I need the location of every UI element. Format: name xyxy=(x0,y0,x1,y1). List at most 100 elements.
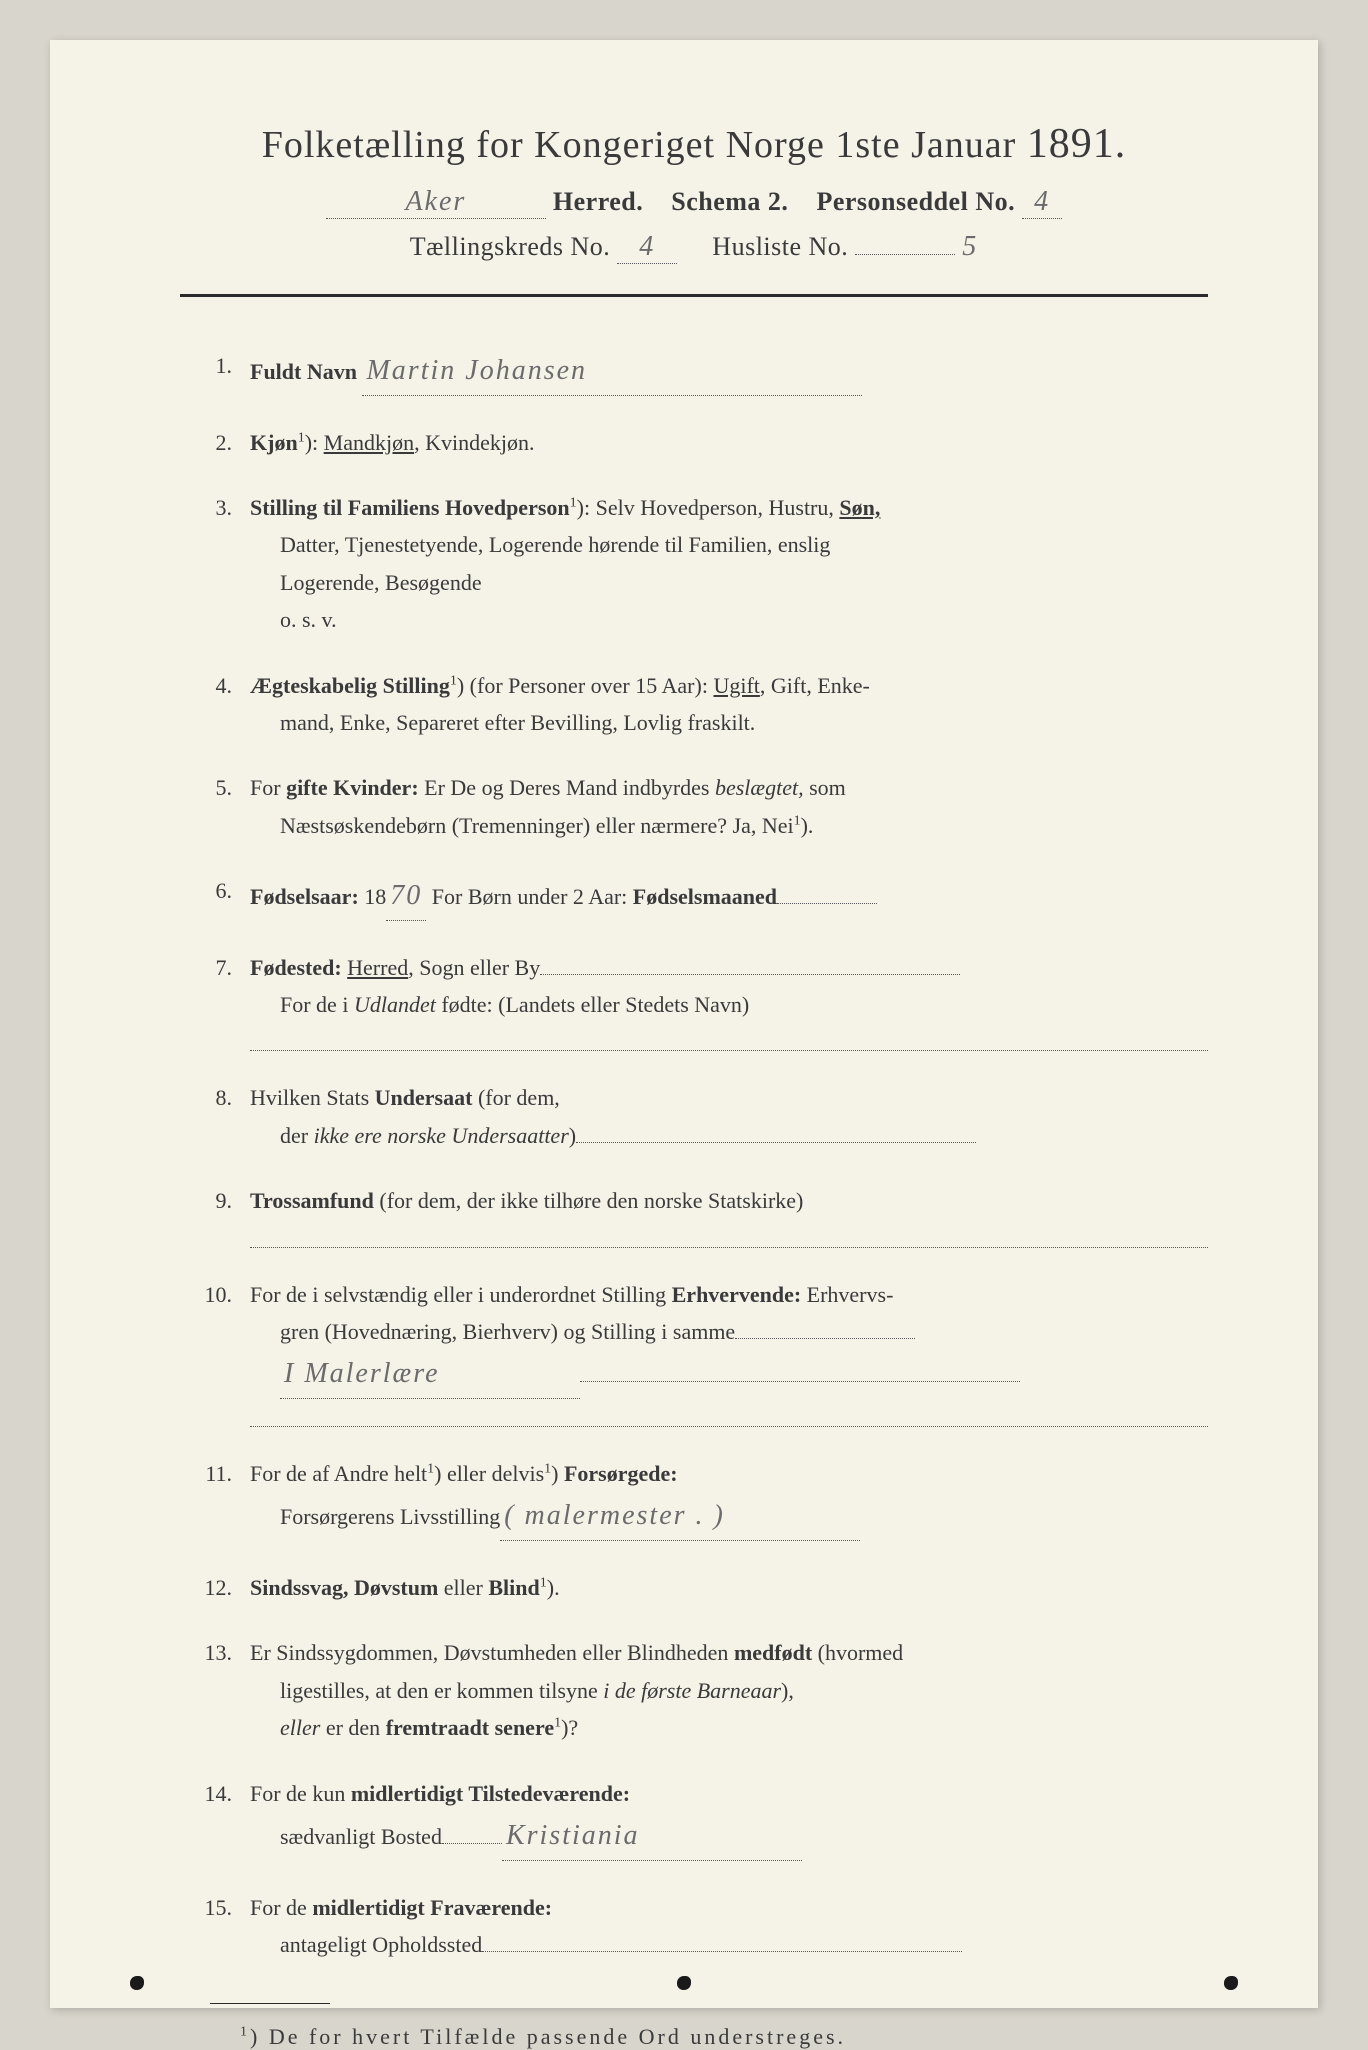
bold2: Fødselsmaaned xyxy=(633,884,777,909)
title-year: 1891. xyxy=(1027,121,1127,167)
label: Stilling til Familiens Hovedperson xyxy=(250,495,570,520)
residence-handwritten: Kristiania xyxy=(502,1812,802,1861)
sup: 1 xyxy=(794,813,801,828)
provider-handwritten: ( malermester . ) xyxy=(500,1492,860,1541)
text1: ): Selv Hovedperson, Hustru, xyxy=(577,495,840,520)
item-9: 9. Trossamfund (for dem, der ikke tilhør… xyxy=(200,1182,1208,1247)
item-10: 10. For de i selvstændig eller i underor… xyxy=(200,1276,1208,1427)
label: Fuldt Navn xyxy=(250,359,357,384)
main-title: Folketælling for Kongeriget Norge 1ste J… xyxy=(180,120,1208,168)
item-number: 7. xyxy=(200,949,250,1052)
taellingskreds-value: 4 xyxy=(617,231,677,264)
item-8: 8. Hvilken Stats Undersaat (for dem, der… xyxy=(200,1079,1208,1154)
item-content: For gifte Kvinder: Er De og Deres Mand i… xyxy=(250,769,1208,844)
footnote-text: ) De for hvert Tilfælde passende Ord und… xyxy=(250,2024,846,2049)
item-content: Fødselsaar: 1870 For Børn under 2 Aar: F… xyxy=(250,872,1208,921)
husliste-value: 5 xyxy=(962,231,978,262)
item-content: Fuldt Navn Martin Johansen xyxy=(250,347,1208,396)
sup: 1 xyxy=(540,1576,547,1591)
item-4: 4. Ægteskabelig Stilling1) (for Personer… xyxy=(200,667,1208,742)
line2: sædvanligt Bosted xyxy=(280,1824,442,1849)
bold1: gifte Kvinder: xyxy=(286,775,419,800)
item-number: 5. xyxy=(200,769,250,844)
footnote: 1) De for hvert Tilfælde passende Ord un… xyxy=(180,2024,1208,2050)
bold1: Fødselsaar: xyxy=(250,884,359,909)
residence-dots xyxy=(442,1843,502,1844)
item-content: For de af Andre helt1) eller delvis1) Fo… xyxy=(250,1455,1208,1541)
item-number: 13. xyxy=(200,1634,250,1746)
subtitle-line-2: Tællingskreds No. 4 Husliste No. 5 xyxy=(180,231,1208,264)
underlined-son: Søn, xyxy=(839,495,880,520)
item-5: 5. For gifte Kvinder: Er De og Deres Man… xyxy=(200,769,1208,844)
text1: Hvilken Stats xyxy=(250,1085,375,1110)
footnote-divider xyxy=(210,2003,330,2004)
line2-text2: ), xyxy=(781,1678,794,1703)
item-content: Ægteskabelig Stilling1) (for Personer ov… xyxy=(250,667,1208,742)
line2-text1: ligestilles, at den er kommen tilsyne xyxy=(280,1678,603,1703)
text2: For Børn under 2 Aar: xyxy=(426,884,633,909)
occupation-field3 xyxy=(250,1407,1208,1427)
line2-italic: ikke ere norske Undersaatter xyxy=(314,1123,569,1148)
item-number: 10. xyxy=(200,1276,250,1427)
taellingskreds-label: Tællingskreds No. xyxy=(410,232,611,261)
line2: gren (Hovednæring, Bierhverv) og Stillin… xyxy=(280,1319,735,1344)
item-number: 15. xyxy=(200,1889,250,1964)
line2-text1: For de i xyxy=(280,992,354,1017)
occupation-field1 xyxy=(735,1338,915,1339)
text2: (for dem, xyxy=(472,1085,559,1110)
option-kvindekjon: Kvindekjøn. xyxy=(425,430,534,455)
text2: ). xyxy=(547,1575,560,1600)
schema-label: Schema 2. xyxy=(671,187,788,216)
text3: som xyxy=(804,775,846,800)
text1: For de af Andre helt xyxy=(250,1461,427,1486)
text2: Erhvervs- xyxy=(801,1282,893,1307)
herred-label: Herred. xyxy=(553,187,643,216)
text3: ) xyxy=(551,1461,564,1486)
separator: , xyxy=(414,430,425,455)
line3-text2: )? xyxy=(561,1715,578,1740)
item-number: 1. xyxy=(200,347,250,396)
text: ): xyxy=(305,430,324,455)
line2-wrap: gren (Hovednæring, Bierhverv) og Stillin… xyxy=(250,1313,1208,1350)
item-content: Kjøn1): Mandkjøn, Kvindekjøn. xyxy=(250,424,1208,461)
item-content: Fødested: Herred, Sogn eller By For de i… xyxy=(250,949,1208,1052)
foreign-field xyxy=(250,1031,1208,1051)
item-content: Hvilken Stats Undersaat (for dem, der ik… xyxy=(250,1079,1208,1154)
header-divider xyxy=(180,294,1208,297)
occupation-handwritten: I Malerlære xyxy=(280,1350,580,1399)
text4: ). xyxy=(801,813,814,838)
item-13: 13. Er Sindssygdommen, Døvstumheden elle… xyxy=(200,1634,1208,1746)
bold1: Trossamfund xyxy=(250,1188,374,1213)
bold1: Sindssvag, Døvstum xyxy=(250,1575,438,1600)
underlined-herred: Herred xyxy=(347,955,408,980)
citizen-field xyxy=(576,1142,976,1143)
item-number: 12. xyxy=(200,1569,250,1606)
hole-right xyxy=(1224,1976,1238,1990)
text1: For de kun xyxy=(250,1781,351,1806)
sup: 1 xyxy=(298,430,305,445)
subtitle-line-1: Aker Herred. Schema 2. Personseddel No. … xyxy=(180,186,1208,219)
line2: mand, Enke, Separeret efter Bevilling, L… xyxy=(250,704,1208,741)
hole-left xyxy=(130,1976,144,1990)
item-11: 11. For de af Andre helt1) eller delvis1… xyxy=(200,1455,1208,1541)
text1: For de i selvstændig eller i underordnet… xyxy=(250,1282,672,1307)
line3-bold: fremtraadt senere xyxy=(386,1715,554,1740)
text2: Er De og Deres Mand indbyrdes xyxy=(419,775,715,800)
text1: 18 xyxy=(359,884,387,909)
text1: For xyxy=(250,775,286,800)
line2-text: der xyxy=(280,1123,314,1148)
line2: Forsørgerens Livsstilling xyxy=(280,1504,500,1529)
line2-wrap: der ikke ere norske Undersaatter) xyxy=(250,1117,1208,1154)
line2-wrap: For de i Udlandet fødte: (Landets eller … xyxy=(250,986,1208,1023)
item-number: 4. xyxy=(200,667,250,742)
occupation-field2 xyxy=(580,1381,1020,1382)
whereabouts-field xyxy=(482,1951,962,1952)
item-15: 15. For de midlertidigt Fraværende: anta… xyxy=(200,1889,1208,1964)
handwritten-wrap: I Malerlære xyxy=(250,1350,1208,1399)
name-handwritten: Martin Johansen xyxy=(362,347,862,396)
item-3: 3. Stilling til Familiens Hovedperson1):… xyxy=(200,489,1208,639)
sup: 1 xyxy=(450,673,457,688)
line2: Næstsøskendebørn (Tremenninger) eller næ… xyxy=(280,813,794,838)
item-number: 6. xyxy=(200,872,250,921)
line2-text2: fødte: (Landets eller Stedets Navn) xyxy=(436,992,749,1017)
